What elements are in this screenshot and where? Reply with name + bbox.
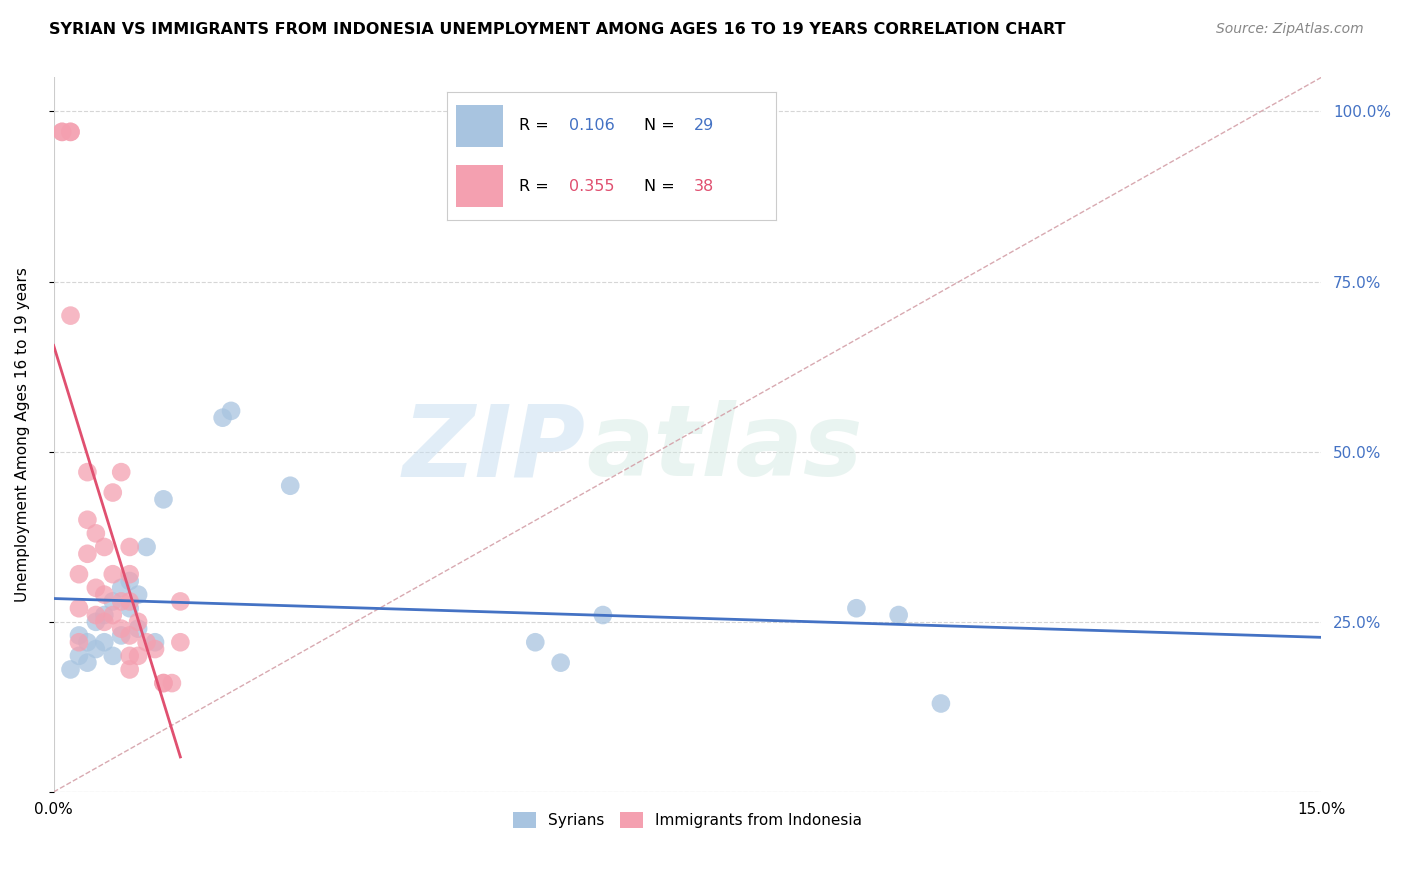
Point (118, 540, 141, 554)
Point (211, 410, 233, 425)
Point (929, 697, 952, 711)
Point (59, 125, 82, 139)
Point (59, 125, 82, 139)
Point (219, 404, 242, 418)
Point (118, 601, 141, 615)
Point (84, 642, 107, 657)
Point (152, 492, 174, 507)
Point (76, 656, 98, 670)
Point (127, 588, 149, 602)
Point (110, 581, 132, 595)
Point (101, 567, 124, 582)
Point (59, 663, 82, 677)
Point (51, 125, 73, 139)
Point (101, 607, 124, 622)
Point (169, 635, 191, 649)
Point (76, 513, 98, 527)
Point (127, 622, 149, 636)
Point (84, 615, 107, 629)
Point (93, 588, 115, 602)
Point (550, 656, 572, 670)
Point (67, 648, 90, 663)
Point (76, 635, 98, 649)
Point (278, 479, 301, 493)
Point (101, 485, 124, 500)
Point (127, 648, 149, 663)
Point (152, 676, 174, 690)
Point (887, 607, 910, 622)
Point (51, 125, 73, 139)
Point (592, 607, 614, 622)
Point (84, 581, 107, 595)
Point (101, 648, 124, 663)
Point (67, 601, 90, 615)
Point (84, 607, 107, 622)
Y-axis label: Unemployment Among Ages 16 to 19 years: Unemployment Among Ages 16 to 19 years (15, 268, 30, 602)
Text: Source: ZipAtlas.com: Source: ZipAtlas.com (1216, 22, 1364, 37)
Point (143, 642, 166, 657)
Point (524, 635, 547, 649)
Point (135, 635, 157, 649)
Point (101, 594, 124, 608)
Text: ZIP: ZIP (404, 401, 586, 498)
Point (118, 663, 141, 677)
Point (84, 526, 107, 541)
Point (118, 628, 141, 642)
Point (76, 547, 98, 561)
Legend: Syrians, Immigrants from Indonesia: Syrians, Immigrants from Indonesia (506, 806, 868, 834)
Point (59, 309, 82, 323)
Point (143, 635, 166, 649)
Point (110, 622, 132, 636)
Point (160, 676, 183, 690)
Point (67, 635, 90, 649)
Point (110, 594, 132, 608)
Point (67, 628, 90, 642)
Point (152, 676, 174, 690)
Point (67, 567, 90, 582)
Point (118, 648, 141, 663)
Point (93, 540, 115, 554)
Point (169, 594, 191, 608)
Point (93, 615, 115, 629)
Point (135, 540, 157, 554)
Text: SYRIAN VS IMMIGRANTS FROM INDONESIA UNEMPLOYMENT AMONG AGES 16 TO 19 YEARS CORRE: SYRIAN VS IMMIGRANTS FROM INDONESIA UNEM… (49, 22, 1066, 37)
Point (845, 601, 868, 615)
Point (93, 635, 115, 649)
Point (118, 567, 141, 582)
Text: atlas: atlas (586, 401, 862, 498)
Point (76, 465, 98, 479)
Point (110, 628, 132, 642)
Point (118, 574, 141, 588)
Point (127, 615, 149, 629)
Point (110, 465, 132, 479)
Point (118, 594, 141, 608)
Point (93, 607, 115, 622)
